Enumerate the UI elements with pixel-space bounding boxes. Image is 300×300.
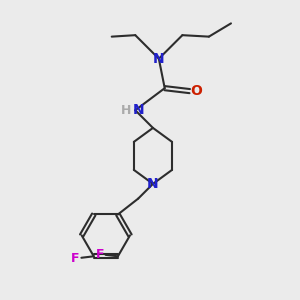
Text: F: F: [71, 252, 80, 265]
Text: N: N: [147, 177, 159, 191]
Text: O: O: [190, 84, 202, 98]
Text: N: N: [132, 103, 144, 117]
Text: F: F: [95, 248, 104, 261]
Text: N: N: [153, 52, 165, 66]
Text: H: H: [121, 104, 131, 117]
